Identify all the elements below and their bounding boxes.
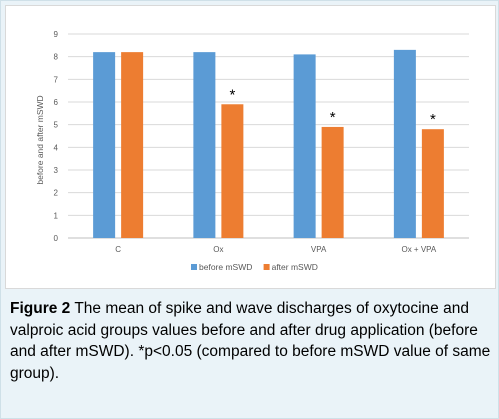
y-tick-label: 1 <box>54 211 59 220</box>
x-tick-label: C <box>115 245 121 254</box>
y-tick-label: 4 <box>54 143 59 152</box>
bar <box>221 104 244 239</box>
y-tick-label: 9 <box>54 30 59 39</box>
caption-label: Figure 2 <box>10 300 71 317</box>
figure-caption: Figure 2 The mean of spike and wave disc… <box>10 298 494 384</box>
legend-label: before mSWD <box>199 262 252 272</box>
bar-chart: 0 1 2 3 4 5 6 7 8 9 C * Ox * VPA * Ox + VPA before and a… <box>35 30 469 272</box>
bar <box>321 126 344 238</box>
y-tick-label: 2 <box>54 189 59 198</box>
significance-marker: * <box>330 109 336 126</box>
y-tick-label: 6 <box>54 98 59 107</box>
bar <box>93 52 116 239</box>
caption-text: The mean of spike and wave discharges of… <box>10 300 491 382</box>
axis-labels: 0 1 2 3 4 5 6 7 8 9 C * Ox * VPA * Ox + VPA <box>54 30 437 254</box>
y-tick-label: 7 <box>54 75 59 84</box>
y-axis-label: before and after mSWD <box>35 95 45 184</box>
bar <box>421 129 444 238</box>
legend-label: after mSWD <box>272 262 318 272</box>
y-tick-label: 3 <box>54 166 59 175</box>
legend-swatch <box>191 264 197 270</box>
significance-marker: * <box>229 86 235 103</box>
y-tick-label: 8 <box>54 53 59 62</box>
x-tick-label: VPA <box>311 245 327 254</box>
significance-marker: * <box>430 111 436 128</box>
bars <box>93 49 444 239</box>
bar <box>193 52 216 239</box>
bar <box>121 52 144 239</box>
bar <box>393 49 416 238</box>
x-tick-label: Ox <box>213 245 223 254</box>
chart-area: 0 1 2 3 4 5 6 7 8 9 C * Ox * VPA * Ox + VPA before and a… <box>5 5 496 289</box>
legend: before mSWD after mSWD <box>191 262 318 272</box>
bar <box>293 54 316 239</box>
y-tick-label: 0 <box>54 234 59 243</box>
x-tick-label: Ox + VPA <box>401 245 436 254</box>
legend-swatch <box>263 264 270 270</box>
y-tick-label: 5 <box>54 121 59 130</box>
